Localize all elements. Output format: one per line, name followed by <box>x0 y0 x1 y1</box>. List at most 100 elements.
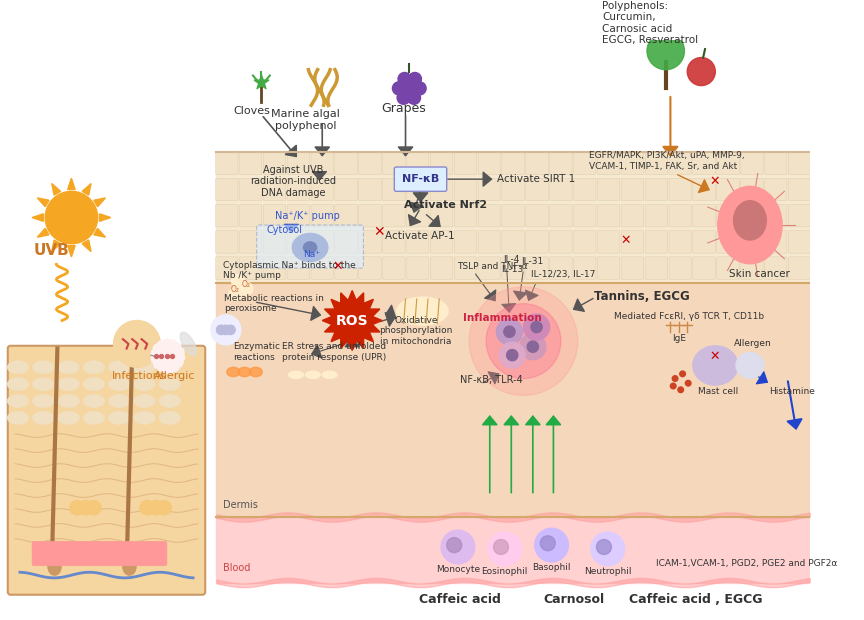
FancyBboxPatch shape <box>693 152 715 174</box>
FancyBboxPatch shape <box>335 231 358 253</box>
FancyBboxPatch shape <box>239 178 262 201</box>
Circle shape <box>229 288 242 301</box>
FancyBboxPatch shape <box>693 205 715 227</box>
FancyBboxPatch shape <box>394 167 447 192</box>
Ellipse shape <box>181 332 196 356</box>
FancyBboxPatch shape <box>669 205 691 227</box>
FancyBboxPatch shape <box>502 152 524 174</box>
Text: Infections: Infections <box>111 371 166 381</box>
FancyBboxPatch shape <box>717 152 740 174</box>
FancyBboxPatch shape <box>430 178 453 201</box>
Ellipse shape <box>159 394 181 407</box>
Text: Activate Nrf2: Activate Nrf2 <box>403 200 486 210</box>
Text: Skin cancer: Skin cancer <box>729 268 791 278</box>
FancyBboxPatch shape <box>765 257 787 280</box>
Ellipse shape <box>33 411 54 424</box>
FancyBboxPatch shape <box>359 178 381 201</box>
Circle shape <box>447 538 461 552</box>
Point <box>255 77 269 87</box>
Circle shape <box>221 325 231 335</box>
FancyBboxPatch shape <box>311 178 334 201</box>
Circle shape <box>78 500 93 515</box>
Bar <box>217 152 810 283</box>
FancyBboxPatch shape <box>717 205 740 227</box>
Bar <box>217 283 810 517</box>
Text: Tannins, EGCG: Tannins, EGCG <box>594 290 689 303</box>
FancyBboxPatch shape <box>669 257 691 280</box>
FancyBboxPatch shape <box>311 231 334 253</box>
Text: NF-κB, TLR-4: NF-κB, TLR-4 <box>460 375 523 385</box>
Ellipse shape <box>7 411 29 424</box>
FancyBboxPatch shape <box>383 257 405 280</box>
FancyBboxPatch shape <box>502 205 524 227</box>
FancyBboxPatch shape <box>32 552 167 565</box>
FancyBboxPatch shape <box>430 257 453 280</box>
Text: IL-13: IL-13 <box>501 265 524 274</box>
Polygon shape <box>99 214 111 221</box>
Circle shape <box>670 383 676 389</box>
Ellipse shape <box>123 558 136 575</box>
Circle shape <box>69 500 85 515</box>
Text: ✕: ✕ <box>709 175 721 188</box>
Ellipse shape <box>108 361 130 374</box>
FancyBboxPatch shape <box>693 231 715 253</box>
FancyBboxPatch shape <box>264 205 286 227</box>
Polygon shape <box>82 184 91 195</box>
Text: Activate AP-1: Activate AP-1 <box>385 231 454 241</box>
FancyBboxPatch shape <box>311 205 334 227</box>
FancyBboxPatch shape <box>621 152 644 174</box>
FancyBboxPatch shape <box>574 257 596 280</box>
FancyBboxPatch shape <box>765 231 787 253</box>
Text: IL-12/23, IL-17: IL-12/23, IL-17 <box>531 270 595 278</box>
FancyBboxPatch shape <box>215 152 238 174</box>
FancyBboxPatch shape <box>335 152 358 174</box>
FancyBboxPatch shape <box>383 205 405 227</box>
Polygon shape <box>52 184 60 195</box>
Circle shape <box>506 350 518 361</box>
Text: Monocyte: Monocyte <box>435 565 480 574</box>
FancyBboxPatch shape <box>550 257 572 280</box>
FancyBboxPatch shape <box>311 257 334 280</box>
Polygon shape <box>37 198 49 206</box>
Circle shape <box>486 304 561 379</box>
Circle shape <box>685 381 691 386</box>
FancyBboxPatch shape <box>383 231 405 253</box>
FancyBboxPatch shape <box>765 178 787 201</box>
Text: Against UVB
radiation-induced
DNA damage: Against UVB radiation-induced DNA damage <box>251 165 336 198</box>
Bar <box>217 517 810 583</box>
Polygon shape <box>322 291 382 350</box>
FancyBboxPatch shape <box>478 178 500 201</box>
FancyBboxPatch shape <box>645 205 668 227</box>
Circle shape <box>527 341 538 352</box>
Polygon shape <box>94 198 105 206</box>
Text: Cytoplasmic Na⁺ binds to the
Nb /K⁺ pump: Cytoplasmic Na⁺ binds to the Nb /K⁺ pump <box>223 261 356 280</box>
Text: Mediated FcεRI, γδ TCR T, CD11b: Mediated FcεRI, γδ TCR T, CD11b <box>614 312 765 321</box>
Polygon shape <box>82 240 91 252</box>
FancyBboxPatch shape <box>454 178 477 201</box>
FancyBboxPatch shape <box>788 231 810 253</box>
FancyBboxPatch shape <box>454 231 477 253</box>
Ellipse shape <box>249 367 263 377</box>
Circle shape <box>148 500 163 515</box>
FancyBboxPatch shape <box>478 205 500 227</box>
Circle shape <box>442 530 475 564</box>
Ellipse shape <box>7 378 29 391</box>
Circle shape <box>535 528 569 562</box>
FancyBboxPatch shape <box>239 205 262 227</box>
Ellipse shape <box>159 411 181 424</box>
Polygon shape <box>37 228 49 237</box>
Text: ✕: ✕ <box>621 234 632 247</box>
FancyBboxPatch shape <box>693 178 715 201</box>
FancyBboxPatch shape <box>335 257 358 280</box>
FancyBboxPatch shape <box>717 231 740 253</box>
Ellipse shape <box>134 378 156 391</box>
Ellipse shape <box>33 361 54 374</box>
Circle shape <box>413 82 426 95</box>
FancyBboxPatch shape <box>765 205 787 227</box>
Text: Caffeic acid: Caffeic acid <box>419 593 501 606</box>
Text: ER stress and unfolded
protein response (UPR): ER stress and unfolded protein response … <box>282 342 386 362</box>
FancyBboxPatch shape <box>257 225 364 268</box>
Circle shape <box>217 325 226 335</box>
FancyBboxPatch shape <box>287 231 309 253</box>
FancyBboxPatch shape <box>454 152 477 174</box>
